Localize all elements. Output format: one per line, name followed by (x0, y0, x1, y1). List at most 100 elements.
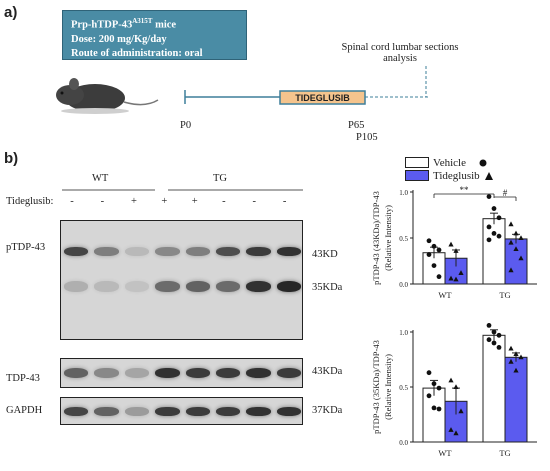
bar-tg-vehicle (482, 334, 506, 443)
data-point-circle (436, 385, 442, 391)
bar-wt-vehicle (422, 387, 446, 443)
ptdp43-35kda-band (94, 281, 119, 292)
ptdp43-western-blot (60, 220, 303, 340)
data-point-circle (486, 237, 492, 243)
data-point-triangle (508, 221, 514, 227)
data-point-triangle (513, 367, 519, 373)
y-axis-label: pTDP-43 (43KDa)/TDP-43 (371, 191, 381, 285)
treatment-label: TIDEGLUSIB (295, 93, 350, 103)
gapdh-band (246, 407, 271, 416)
tdp43-band (64, 368, 89, 378)
data-point-circle (496, 215, 502, 221)
group-tg: TG (213, 173, 227, 184)
data-point-triangle (508, 358, 514, 364)
data-point-circle (426, 370, 432, 376)
kda-43-ptdp: 43KD (312, 249, 338, 260)
data-point-circle (431, 405, 437, 411)
analysis-text: Spinal cord lumbar sections analysis (341, 42, 459, 64)
data-point-triangle (508, 345, 514, 351)
data-point-circle (486, 323, 492, 328)
treatment-info-box: Prp-hTDP-43A315T mice Dose: 200 mg/Kg/da… (62, 10, 247, 60)
blot-label-gapdh: GAPDH (6, 405, 43, 416)
data-point-circle (436, 274, 442, 280)
data-point-triangle (458, 408, 464, 414)
significance-label-double-star: ** (460, 185, 470, 195)
treatment-mark-lane-8: - (282, 196, 287, 207)
data-point-triangle (453, 384, 459, 389)
data-point-circle (436, 247, 442, 253)
data-point-triangle (508, 267, 514, 273)
ptdp43-35kda-band (155, 281, 180, 292)
data-point-triangle (518, 255, 524, 261)
ptdp43-35kda-band (185, 281, 210, 292)
data-point-triangle (453, 430, 459, 436)
treatment-marks: - - + + + - - - (58, 196, 303, 210)
gapdh-band (64, 407, 89, 416)
tdp43-band (276, 368, 301, 378)
group-bars (62, 189, 303, 191)
data-point-circle (426, 238, 432, 244)
legend-swatch-vehicle (405, 157, 429, 168)
y-tick-label: 0.0 (399, 281, 408, 289)
x-tick-label-wt: WT (438, 448, 452, 458)
tideglusib-row-label: Tideglusib: (6, 196, 54, 207)
y-axis-label-2: (Relative Intensity) (383, 354, 393, 420)
data-point-circle (496, 233, 502, 239)
data-point-circle (496, 345, 502, 350)
ptdp43-43kda-band (215, 247, 241, 256)
tdp43-band (124, 368, 150, 378)
route-line: Route of administration: oral (71, 47, 203, 59)
legend-tideglusib: Tideglusib (405, 169, 498, 182)
data-point-triangle (513, 351, 519, 356)
legend-triangle-marker (484, 171, 493, 180)
data-point-triangle (453, 248, 459, 253)
dose-line: Dose: 200 mg/Kg/day (71, 33, 167, 45)
tdp43-band (246, 368, 271, 378)
gapdh-band (94, 407, 119, 416)
legend-swatch-tideglusib (405, 170, 429, 181)
ptdp43-43kda-band (185, 247, 210, 256)
gapdh-band (185, 407, 210, 416)
treatment-mark-lane-5: + (191, 196, 198, 207)
ptdp43-43kda-band (276, 247, 301, 256)
ptdp43-35kda-band (246, 281, 271, 292)
data-point-circle (496, 332, 502, 338)
ptdp43-35kda-band (124, 281, 150, 292)
timeline-p65: P65 (348, 120, 365, 131)
y-axis-label-2: (Relative Intensity) (383, 205, 393, 271)
ptdp43-35kda-band (64, 281, 89, 292)
data-point-circle (431, 243, 437, 249)
y-tick-label: 0.0 (399, 439, 408, 447)
treatment-mark-lane-7: - (252, 196, 256, 207)
data-point-circle (436, 406, 442, 412)
data-point-triangle (448, 377, 454, 383)
data-point-circle (431, 263, 437, 268)
significance-label-hash: # (503, 188, 508, 198)
ptdp43-43kda-band (246, 247, 271, 256)
y-tick-label: 0.5 (399, 384, 408, 392)
data-point-triangle (518, 235, 524, 240)
data-point-circle (491, 206, 497, 211)
data-point-triangle (448, 241, 454, 247)
panel-b-label: b) (4, 150, 19, 167)
legend: Vehicle Tideglusib (405, 156, 498, 182)
gapdh-band (155, 407, 180, 416)
bar-tg-tideglusib (504, 238, 528, 285)
data-point-triangle (448, 275, 454, 281)
tdp43-band (155, 368, 180, 378)
mouse-illustration (56, 78, 159, 114)
legend-circle-marker (479, 159, 487, 166)
data-point-triangle (448, 427, 454, 432)
ptdp43-43kda-band (124, 247, 150, 256)
data-point-circle (426, 252, 432, 257)
x-tick-label-wt: WT (438, 290, 452, 300)
group-wt: WT (92, 173, 109, 184)
treatment-mark-lane-6: - (222, 196, 226, 207)
ptdp43-43kda-band (94, 247, 119, 256)
kda-43-tdp: 43KDa (312, 366, 343, 377)
treatment-mark-lane-4: + (161, 196, 168, 207)
blot-label-ptdp43: pTDP-43 (6, 242, 46, 253)
data-point-circle (426, 393, 432, 399)
x-tick-label-tg: TG (499, 290, 510, 300)
data-point-circle (491, 231, 497, 236)
